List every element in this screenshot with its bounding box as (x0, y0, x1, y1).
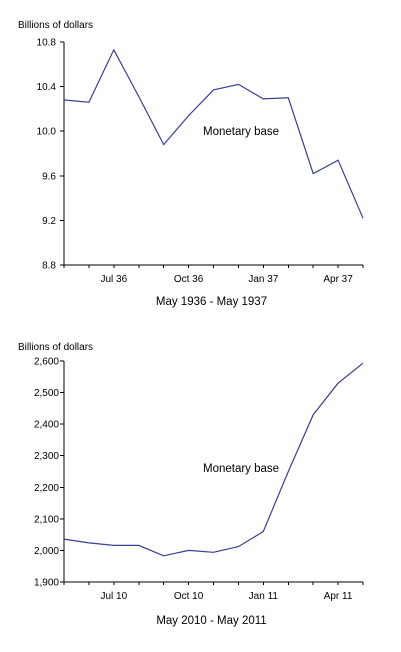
y-tick-label: 2,000 (34, 546, 59, 557)
y-tick-label: 9.6 (42, 171, 56, 182)
chart-caption: May 1936 - May 1937 (156, 296, 267, 308)
y-tick-label: 1,900 (34, 578, 59, 589)
x-tick-label: Jan 11 (249, 591, 279, 602)
x-tick-label: Jul 10 (100, 591, 127, 602)
x-tick-label: Apr 11 (324, 591, 353, 602)
y-tick-label: 2,400 (34, 420, 59, 431)
series-annotation: Monetary base (203, 126, 279, 138)
x-tick-label: Oct 36 (174, 274, 204, 285)
y-axis-unit-label: Billions of dollars (18, 20, 93, 31)
y-axis-unit-label: Billions of dollars (18, 342, 93, 353)
chart-1: Billions of dollars 8.8 9.2 9.6 10.0 10.4 10.8… (18, 20, 364, 308)
series-line-monetary-base (63, 362, 364, 557)
series-annotation: Monetary base (203, 463, 279, 475)
y-tick-label: 10.0 (37, 127, 57, 138)
x-tick-label: Oct 10 (174, 591, 204, 602)
x-tick-label: Jul 36 (100, 274, 127, 285)
y-tick-label: 10.8 (37, 38, 57, 49)
chart-caption: May 2010 - May 2011 (156, 615, 266, 627)
y-tick-label: 8.8 (42, 261, 56, 272)
y-tick-label: 2,200 (34, 483, 59, 494)
y-tick-label: 2,100 (34, 514, 59, 525)
y-tick-label: 2,300 (34, 451, 59, 462)
y-tick-label: 2,600 (34, 357, 59, 368)
x-tick-label: Jan 37 (248, 274, 278, 285)
series-line-monetary-base (63, 48, 364, 219)
y-tick-label: 9.2 (42, 216, 56, 227)
x-tick-label: Apr 37 (323, 274, 353, 285)
y-tick-label: 2,500 (34, 388, 59, 399)
chart-2: Billions of dollars 1,900 2,000 2,100 2,200 2… (18, 342, 364, 627)
y-tick-label: 10.4 (37, 82, 57, 93)
